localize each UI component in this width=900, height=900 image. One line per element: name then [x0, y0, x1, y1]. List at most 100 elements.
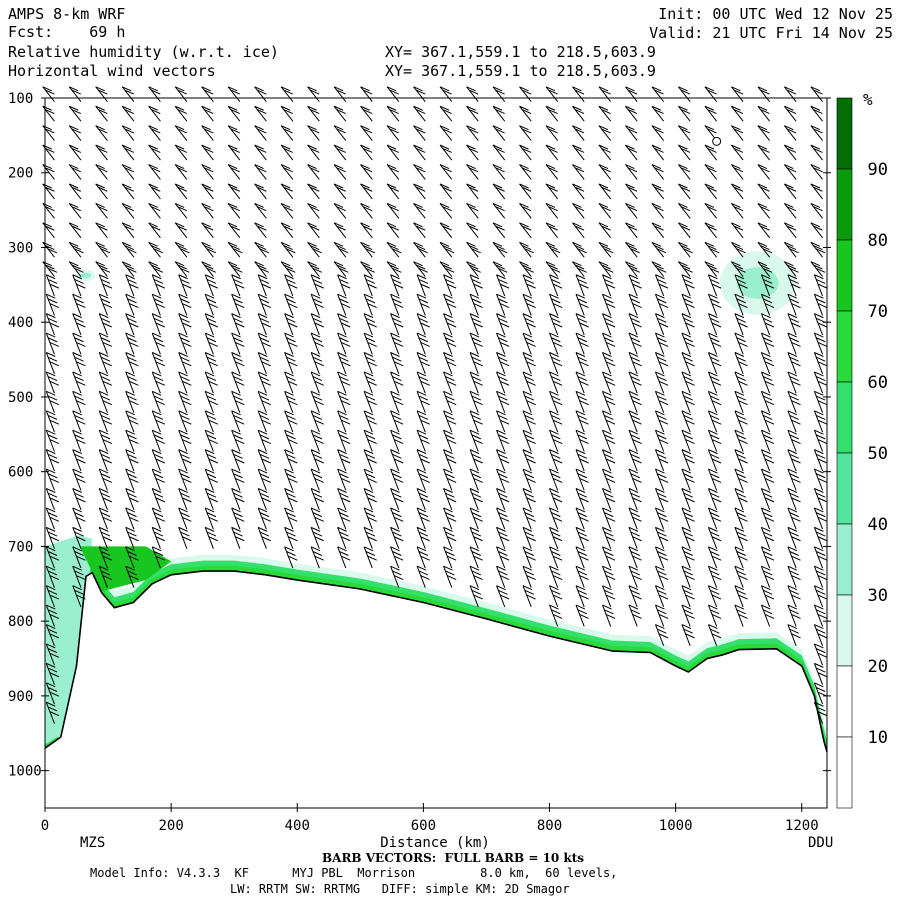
barb-flag: [708, 332, 718, 338]
barb-flag: [201, 144, 211, 150]
wind-barb: [151, 507, 166, 530]
wind-barb: [254, 241, 269, 258]
barb-flag: [577, 376, 588, 382]
barb-flag: [280, 222, 291, 228]
x-tick-label: 800: [537, 818, 562, 834]
wind-barb: [333, 183, 347, 200]
barb-flag: [155, 400, 166, 406]
wind-barb: [654, 429, 669, 452]
barb-flag: [102, 458, 113, 464]
barb-flag: [577, 248, 587, 254]
barb-flag: [549, 604, 559, 610]
barb-shaft: [98, 294, 108, 316]
barb-flag: [704, 164, 715, 170]
barb-flag: [736, 589, 746, 595]
barb-flag: [658, 497, 669, 503]
barb-flag: [333, 241, 344, 247]
wind-barb: [575, 585, 589, 608]
barb-flag: [683, 492, 693, 498]
barb-shaft: [390, 332, 400, 355]
barb-flag: [367, 536, 377, 542]
barb-shaft: [72, 488, 82, 510]
wind-barb: [734, 449, 748, 472]
barb-shaft: [337, 449, 347, 472]
barb-flag: [148, 105, 158, 111]
barb-flag: [552, 477, 563, 483]
barb-flag: [704, 183, 715, 189]
barb-flag: [446, 439, 457, 445]
wind-barb: [628, 449, 642, 472]
barb-flag: [658, 516, 669, 522]
model-info: Model Info: V4.3.3 KF MYJ PBL Morrison 8…: [90, 866, 618, 880]
barb-flag: [711, 341, 722, 347]
barb-shaft: [227, 86, 241, 103]
barb-flag: [628, 468, 639, 474]
barb-flag: [74, 473, 84, 479]
barb-flag: [601, 264, 611, 270]
barb-flag: [124, 147, 134, 153]
barb-flag: [657, 337, 667, 343]
barb-shaft: [681, 527, 691, 549]
x-tick-label: 0: [41, 818, 49, 834]
barb-shaft: [98, 352, 108, 374]
barb-flag: [526, 477, 536, 483]
barb-shaft: [731, 261, 744, 277]
barb-shaft: [125, 566, 135, 588]
barb-flag: [286, 512, 296, 518]
barb-flag: [708, 410, 718, 416]
barb-flag: [632, 400, 642, 406]
barb-shaft: [98, 527, 108, 549]
barb-flag: [390, 449, 400, 455]
barb-flag: [445, 248, 455, 254]
barb-flag: [604, 609, 614, 615]
barb-flag: [446, 303, 457, 309]
barb-flag: [336, 206, 346, 212]
wind-barb: [178, 507, 192, 530]
barb-flag: [389, 264, 399, 270]
wind-barb: [231, 526, 245, 549]
barb-flag: [392, 453, 402, 459]
barb-shaft: [681, 410, 691, 433]
barb-shaft: [45, 585, 55, 608]
barb-shaft: [734, 488, 744, 510]
barb-flag: [127, 278, 137, 284]
barb-shaft: [284, 410, 294, 433]
barb-flag: [468, 264, 479, 270]
barb-flag: [704, 144, 715, 150]
barb-flag: [519, 222, 529, 228]
barb-flag: [102, 536, 113, 542]
wind-barb: [204, 429, 218, 452]
model-title: AMPS 8-km WRF: [8, 5, 126, 23]
wind-barb: [390, 371, 404, 394]
barb-flag: [598, 144, 609, 150]
wind-barb: [545, 183, 559, 200]
wind-barb: [704, 241, 720, 258]
barb-flag: [47, 648, 58, 654]
barb-flag: [45, 89, 55, 95]
barb-flag: [390, 488, 400, 493]
barb-shaft: [416, 332, 426, 355]
barb-flag: [389, 89, 399, 95]
barb-shaft: [254, 164, 267, 180]
wind-barb: [575, 313, 589, 336]
barb-flag: [336, 109, 346, 114]
wind-barb: [602, 274, 616, 297]
wind-barb: [549, 410, 563, 433]
barb-flag: [204, 352, 215, 357]
barb-flag: [522, 526, 533, 532]
barb-flag: [153, 376, 164, 382]
barb-flag: [627, 225, 638, 231]
barb-flag: [71, 245, 82, 251]
barb-flag: [551, 473, 561, 479]
barb-shaft: [45, 682, 55, 705]
barb-flag: [46, 526, 56, 532]
barb-flag: [46, 662, 56, 668]
barb-flag: [152, 390, 162, 396]
barb-flag: [655, 565, 665, 571]
barb-flag: [445, 317, 455, 323]
barb-flag: [336, 264, 346, 270]
barb-shaft: [575, 391, 585, 413]
barb-flag: [473, 361, 483, 367]
barb-shaft: [496, 352, 506, 374]
barb-flag: [257, 507, 268, 513]
